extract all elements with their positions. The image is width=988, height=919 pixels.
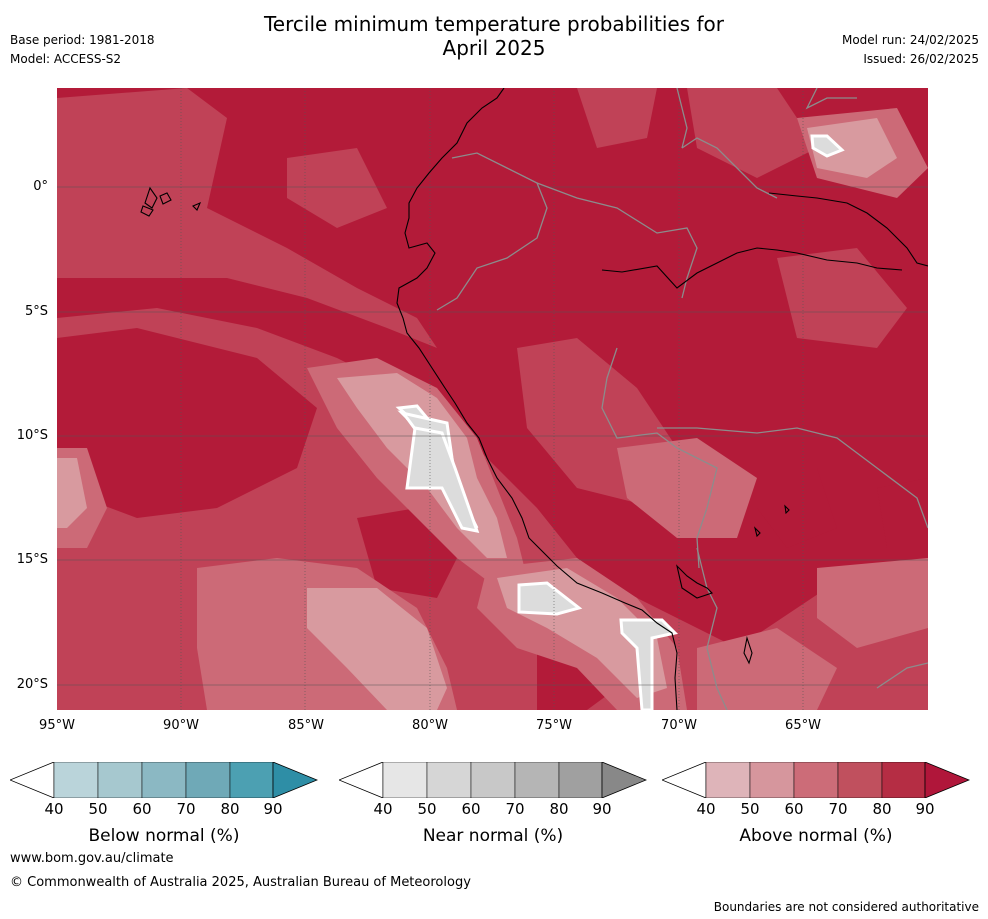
- lon-label-80w: 80°W: [412, 718, 448, 733]
- above-tick-90: 90: [915, 800, 935, 818]
- near-tick-60: 60: [461, 800, 481, 818]
- lat-label-0: 0°: [33, 179, 48, 194]
- near-tick-50: 50: [417, 800, 437, 818]
- issued-label: Issued: 26/02/2025: [863, 52, 979, 66]
- country-borders: [436, 88, 928, 710]
- below-tick-80: 80: [220, 800, 240, 818]
- lon-label-95w: 95°W: [39, 718, 75, 733]
- above-tick-40: 40: [696, 800, 716, 818]
- lon-label-65w: 65°W: [785, 718, 821, 733]
- colorbar-near-normal: [339, 762, 647, 798]
- model-label: Model: ACCESS-S2: [10, 52, 122, 66]
- below-normal-label: Below normal (%): [88, 826, 240, 846]
- near-tick-70: 70: [505, 800, 525, 818]
- above-tick-70: 70: [828, 800, 848, 818]
- near-tick-40: 40: [373, 800, 393, 818]
- lon-label-85w: 85°W: [288, 718, 324, 733]
- colorbar-above-normal: [662, 762, 970, 798]
- coastline: [140, 88, 928, 710]
- lat-label-15s: 15°S: [16, 552, 48, 567]
- copyright-text: © Commonwealth of Australia 2025, Austra…: [10, 875, 471, 890]
- title-line-2: April 2025: [442, 36, 546, 60]
- lat-label-20s: 20°S: [16, 677, 48, 692]
- base-period-label: Base period: 1981-2018: [10, 33, 155, 47]
- lat-label-5s: 5°S: [24, 304, 48, 319]
- above-tick-50: 50: [740, 800, 760, 818]
- title-line-1: Tercile minimum temperature probabilitie…: [263, 12, 725, 36]
- lon-label-90w: 90°W: [163, 718, 199, 733]
- near-tick-80: 80: [549, 800, 569, 818]
- near-normal-regions: [395, 134, 845, 710]
- latitude-lines: [57, 186, 928, 686]
- below-tick-40: 40: [44, 800, 64, 818]
- above-tick-80: 80: [872, 800, 892, 818]
- lon-label-75w: 75°W: [536, 718, 572, 733]
- lon-label-70w: 70°W: [661, 718, 697, 733]
- chart-title: Tercile minimum temperature probabilitie…: [0, 12, 988, 60]
- website-link[interactable]: www.bom.gov.au/climate: [10, 851, 174, 866]
- above-tick-60: 60: [784, 800, 804, 818]
- lat-label-10s: 10°S: [16, 428, 48, 443]
- below-tick-90: 90: [263, 800, 283, 818]
- below-tick-50: 50: [88, 800, 108, 818]
- probability-map: [57, 88, 928, 710]
- below-tick-60: 60: [132, 800, 152, 818]
- near-normal-label: Near normal (%): [422, 826, 564, 846]
- model-run-label: Model run: 24/02/2025: [841, 33, 979, 47]
- colorbar-below-normal: [10, 762, 318, 798]
- above-normal-label: Above normal (%): [739, 826, 893, 846]
- disclaimer-text: Boundaries are not considered authoritat…: [713, 900, 979, 914]
- near-tick-90: 90: [592, 800, 612, 818]
- below-tick-70: 70: [176, 800, 196, 818]
